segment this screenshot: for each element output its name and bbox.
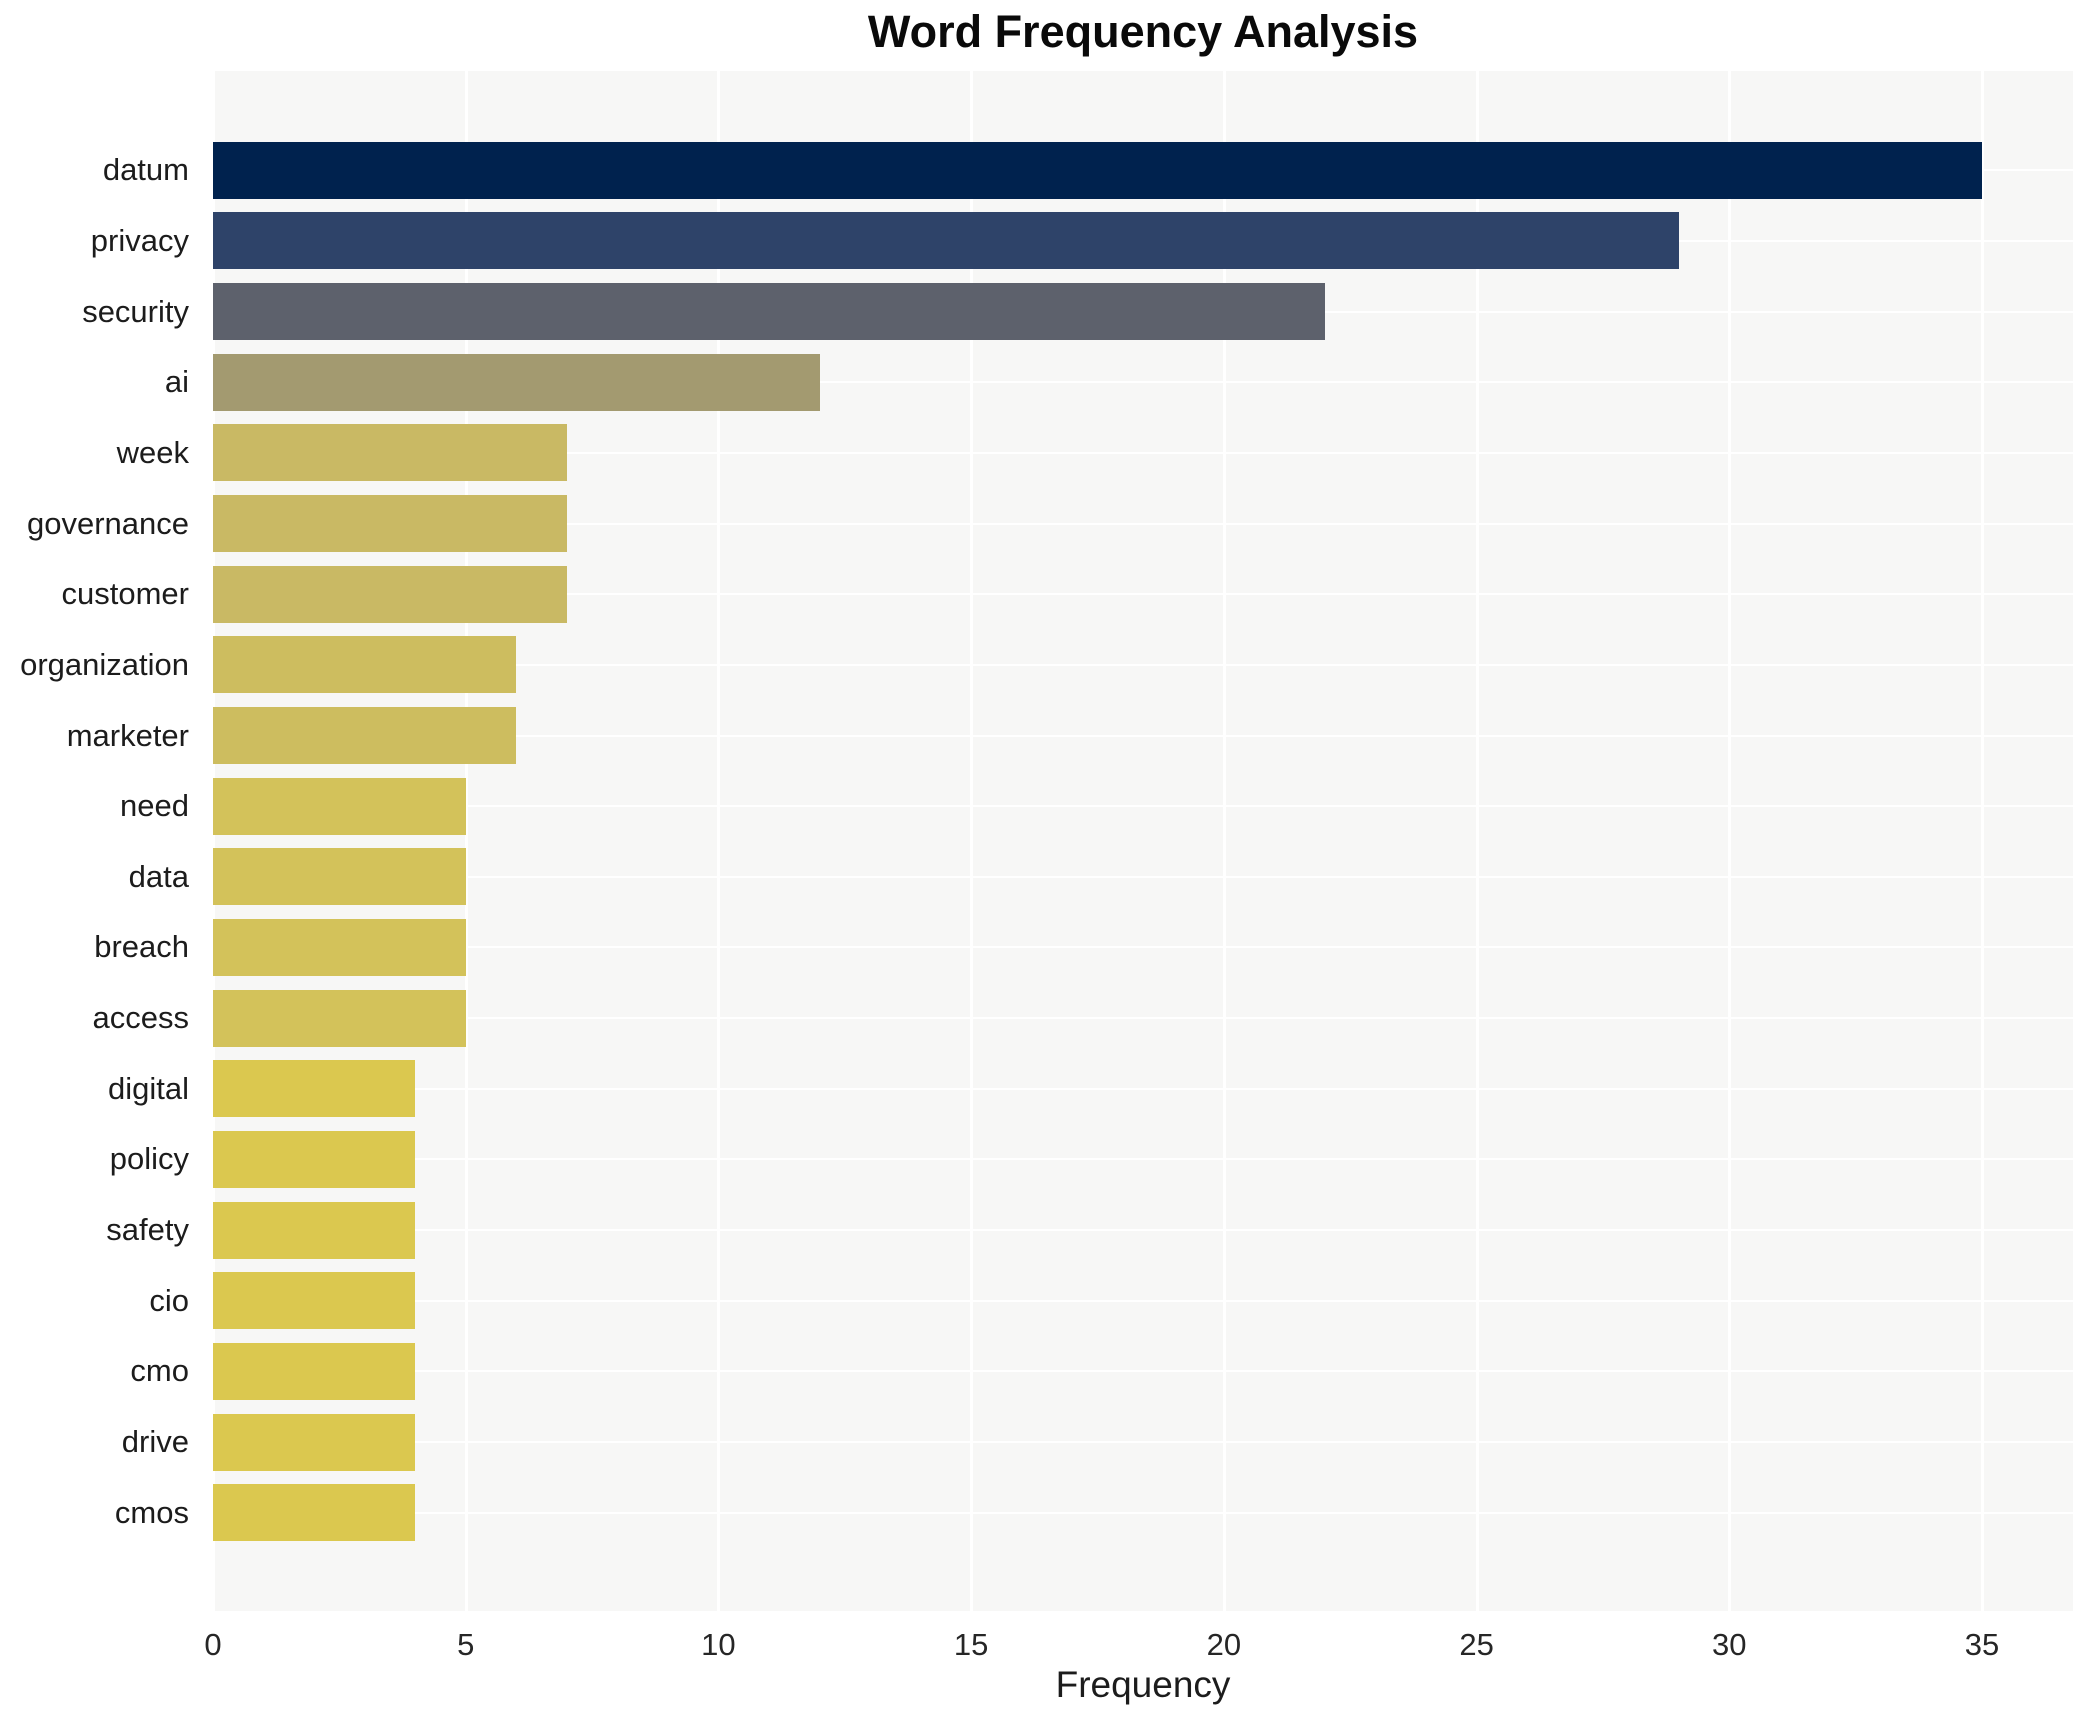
gridline-horizontal (213, 1299, 2073, 1302)
bar-cmo (213, 1342, 416, 1400)
gridline-horizontal (213, 1441, 2073, 1444)
category-label-breach: breach (94, 929, 189, 965)
category-label-cio: cio (149, 1282, 189, 1318)
bar-need (213, 777, 466, 835)
gridline-horizontal (213, 381, 2073, 384)
x-tick-label-25: 25 (1459, 1627, 1494, 1662)
gridline-horizontal (213, 451, 2073, 454)
category-label-need: need (120, 788, 189, 824)
gridline-vertical (212, 71, 215, 1611)
category-label-access: access (92, 1000, 189, 1036)
gridline-horizontal (213, 1017, 2073, 1020)
bar-security (213, 283, 1325, 341)
gridline-horizontal (213, 946, 2073, 949)
bar-policy (213, 1130, 416, 1188)
x-axis-ticks: 0 5 10 15 20 25 30 35 (204, 1627, 2073, 1667)
gridline-horizontal (213, 1158, 2073, 1161)
x-axis-label: Frequency (1055, 1664, 1231, 1705)
gridline-horizontal (213, 522, 2073, 525)
y-axis-labels: datum privacy security ai week governance cust… (0, 71, 201, 1611)
bar-digital (213, 1060, 416, 1118)
gridline-horizontal (213, 734, 2073, 737)
x-tick-label-0: 0 (204, 1627, 222, 1662)
gridline-horizontal (213, 1087, 2073, 1090)
category-label-governance: governance (26, 505, 189, 541)
gridline-vertical (1222, 71, 1226, 1611)
bar-ai (213, 353, 820, 411)
category-label-drive: drive (121, 1424, 189, 1460)
category-label-data: data (128, 858, 189, 894)
x-tick-label-35: 35 (1964, 1627, 2000, 1662)
gridline-vertical (1728, 71, 1732, 1611)
bar-privacy (213, 212, 1679, 270)
gridline-horizontal (213, 1229, 2073, 1232)
gridline-horizontal (213, 1370, 2073, 1373)
x-tick-label-10: 10 (701, 1627, 736, 1662)
bar-access (213, 989, 466, 1047)
bar-data (213, 848, 466, 906)
chart-title: Word Frequency Analysis (867, 6, 1419, 57)
bar-cio (213, 1272, 416, 1330)
gridline-vertical (970, 71, 974, 1611)
bar-breach (213, 918, 466, 976)
category-label-digital: digital (108, 1070, 189, 1106)
gridline-horizontal (213, 593, 2073, 596)
category-label-cmo: cmo (130, 1353, 189, 1389)
gridline-vertical (1981, 71, 1985, 1611)
x-tick-label-5: 5 (457, 1627, 475, 1662)
category-label-security: security (82, 293, 189, 329)
bar-marketer (213, 707, 517, 765)
x-tick-label-30: 30 (1712, 1627, 1747, 1662)
category-label-week: week (116, 434, 189, 470)
category-label-ai: ai (164, 364, 189, 400)
category-label-safety: safety (106, 1212, 189, 1248)
gridline-horizontal (213, 1511, 2073, 1514)
category-label-datum: datum (102, 152, 189, 188)
bar-customer (213, 565, 567, 623)
category-label-policy: policy (109, 1141, 189, 1177)
category-label-cmos: cmos (114, 1494, 189, 1530)
bar-governance (213, 495, 567, 553)
bar-week (213, 424, 567, 482)
category-label-organization: organization (20, 646, 189, 682)
plot-area (212, 71, 2073, 1611)
x-tick-label-15: 15 (953, 1627, 989, 1662)
bar-cmos (213, 1484, 416, 1542)
x-tick-label-20: 20 (1206, 1627, 1242, 1662)
bar-drive (213, 1413, 416, 1471)
category-label-marketer: marketer (66, 717, 189, 753)
gridline-vertical (464, 71, 468, 1611)
gridline-horizontal (213, 663, 2073, 666)
category-label-privacy: privacy (90, 222, 189, 258)
gridline-vertical (717, 71, 721, 1611)
bar-safety (213, 1201, 416, 1259)
category-label-customer: customer (61, 576, 189, 612)
bar-datum (213, 141, 1983, 199)
gridline-horizontal (213, 875, 2073, 878)
gridline-horizontal (213, 805, 2073, 808)
bar-organization (213, 636, 517, 694)
gridline-vertical (1475, 71, 1479, 1611)
